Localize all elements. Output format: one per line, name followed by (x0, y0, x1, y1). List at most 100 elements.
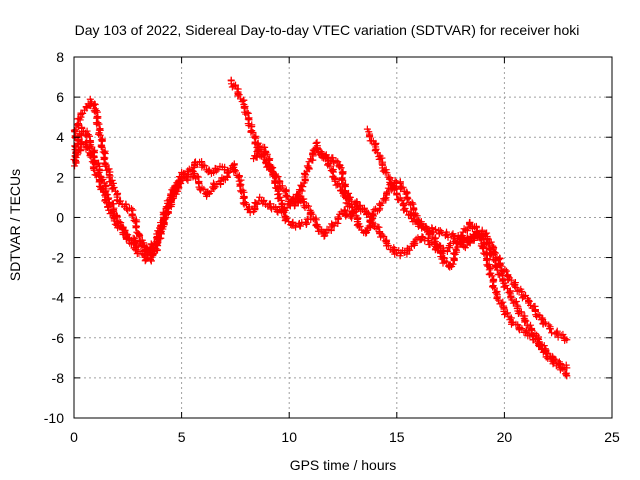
point-marker (250, 133, 258, 141)
point-marker (292, 223, 300, 231)
x-tick-label: 10 (281, 429, 297, 445)
point-marker (443, 258, 451, 266)
point-marker (225, 168, 233, 176)
y-tick-label: -8 (52, 370, 65, 386)
point-marker (384, 242, 392, 250)
point-marker (129, 212, 137, 220)
point-marker (451, 233, 459, 241)
point-marker (507, 276, 515, 284)
point-marker (246, 209, 254, 217)
point-marker (452, 246, 460, 254)
point-marker (290, 221, 298, 229)
point-marker (299, 183, 307, 191)
point-marker (473, 229, 481, 237)
point-marker (356, 222, 364, 230)
point-marker (332, 157, 340, 165)
point-marker (391, 177, 399, 185)
point-marker (501, 266, 509, 274)
point-marker (278, 182, 286, 190)
y-tick-label: 4 (56, 129, 64, 145)
point-marker (232, 167, 240, 175)
y-tick-label: 0 (56, 209, 64, 225)
point-marker (523, 328, 531, 336)
point-marker (95, 120, 103, 128)
point-marker (363, 208, 371, 216)
point-marker (449, 260, 457, 268)
point-marker (542, 353, 550, 361)
point-marker (121, 226, 129, 234)
y-tick-label: -6 (52, 330, 65, 346)
point-marker (305, 202, 313, 210)
point-marker (290, 202, 298, 210)
point-marker (92, 107, 100, 115)
point-marker (335, 180, 343, 188)
point-marker (372, 145, 380, 153)
point-marker (545, 321, 553, 329)
point-marker (100, 156, 108, 164)
point-marker (90, 166, 98, 174)
point-marker (541, 319, 549, 327)
point-marker (521, 316, 529, 324)
point-marker (308, 210, 316, 218)
point-marker (533, 312, 541, 320)
point-marker (93, 113, 101, 121)
point-marker (98, 143, 106, 151)
point-marker (86, 152, 94, 160)
point-marker (534, 311, 542, 319)
x-tick-label: 15 (389, 429, 405, 445)
point-marker (522, 317, 530, 325)
point-marker (342, 199, 350, 207)
point-marker (96, 131, 104, 139)
point-marker (503, 267, 511, 275)
point-marker (96, 125, 104, 133)
point-marker (436, 227, 444, 235)
point-marker (339, 170, 347, 178)
point-marker (268, 167, 276, 175)
point-marker (381, 194, 389, 202)
point-marker (552, 329, 560, 337)
point-marker (104, 203, 112, 211)
point-marker (512, 297, 520, 305)
point-marker (254, 139, 262, 147)
point-marker (425, 228, 433, 236)
point-marker (201, 162, 209, 170)
point-marker (253, 200, 261, 208)
point-marker (145, 248, 153, 256)
point-marker (474, 229, 482, 237)
point-marker (365, 222, 373, 230)
point-marker (316, 227, 324, 235)
point-marker (263, 150, 271, 158)
point-marker (314, 223, 322, 231)
y-tick-label: -10 (44, 410, 64, 426)
point-marker (193, 172, 201, 180)
point-marker (502, 281, 510, 289)
point-marker (296, 222, 304, 230)
point-marker (443, 248, 451, 256)
point-marker (527, 321, 535, 329)
point-marker (337, 164, 345, 172)
point-marker (330, 222, 338, 230)
point-marker (494, 296, 502, 304)
point-marker (509, 299, 517, 307)
point-marker (556, 360, 564, 368)
point-marker (73, 151, 81, 159)
point-marker (289, 218, 297, 226)
y-tick-label: -4 (52, 290, 65, 306)
point-marker (498, 266, 506, 274)
point-marker (307, 215, 315, 223)
point-marker (249, 128, 257, 136)
point-marker (85, 144, 93, 152)
point-marker (307, 209, 315, 217)
point-marker (366, 217, 374, 225)
x-tick-label: 20 (497, 429, 513, 445)
point-marker (466, 218, 474, 226)
point-marker (444, 233, 452, 241)
point-marker (128, 210, 136, 218)
data-points (70, 76, 571, 380)
point-marker (432, 225, 440, 233)
point-marker (309, 150, 317, 158)
point-marker (312, 222, 320, 230)
point-marker (334, 214, 342, 222)
point-marker (84, 131, 92, 139)
